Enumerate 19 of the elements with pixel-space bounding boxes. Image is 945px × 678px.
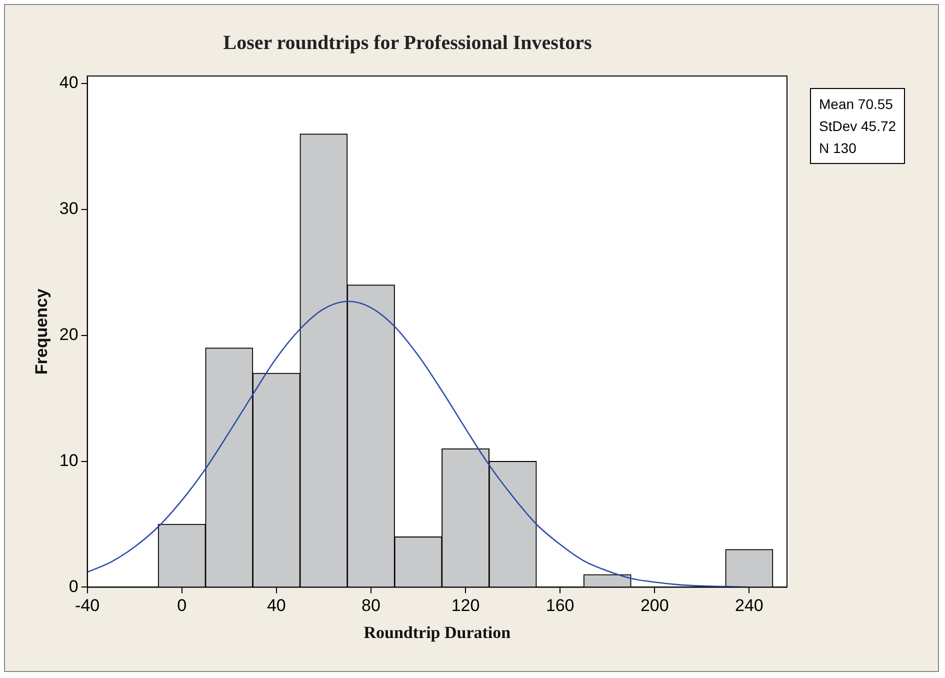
x-tick-label: 0: [177, 596, 187, 616]
text: N 130: [819, 139, 858, 158]
x-tick-label: 160: [546, 596, 574, 616]
x-tick-label: 80: [362, 596, 380, 616]
text: Mean 70.55: [819, 95, 894, 114]
y-axis-title: Frequency: [32, 288, 51, 375]
x-tick-label: 120: [451, 596, 480, 616]
x-axis-title: Roundtrip Duration: [364, 623, 512, 642]
x-tick-label: 200: [640, 596, 669, 616]
x-tick-label: 40: [266, 596, 286, 616]
y-tick-label: 10: [59, 450, 78, 470]
text: StDev 45.72: [819, 117, 896, 136]
y-tick-label: 20: [59, 325, 78, 344]
x-tick-label: 240: [734, 596, 764, 616]
y-tick-label: 0: [68, 576, 78, 596]
y-tick-label: 40: [59, 73, 78, 92]
y-tick-label: 30: [59, 199, 78, 218]
x-tick-label: -40: [75, 596, 100, 616]
chart-title: Loser roundtrips for Professional Investors: [223, 32, 592, 54]
